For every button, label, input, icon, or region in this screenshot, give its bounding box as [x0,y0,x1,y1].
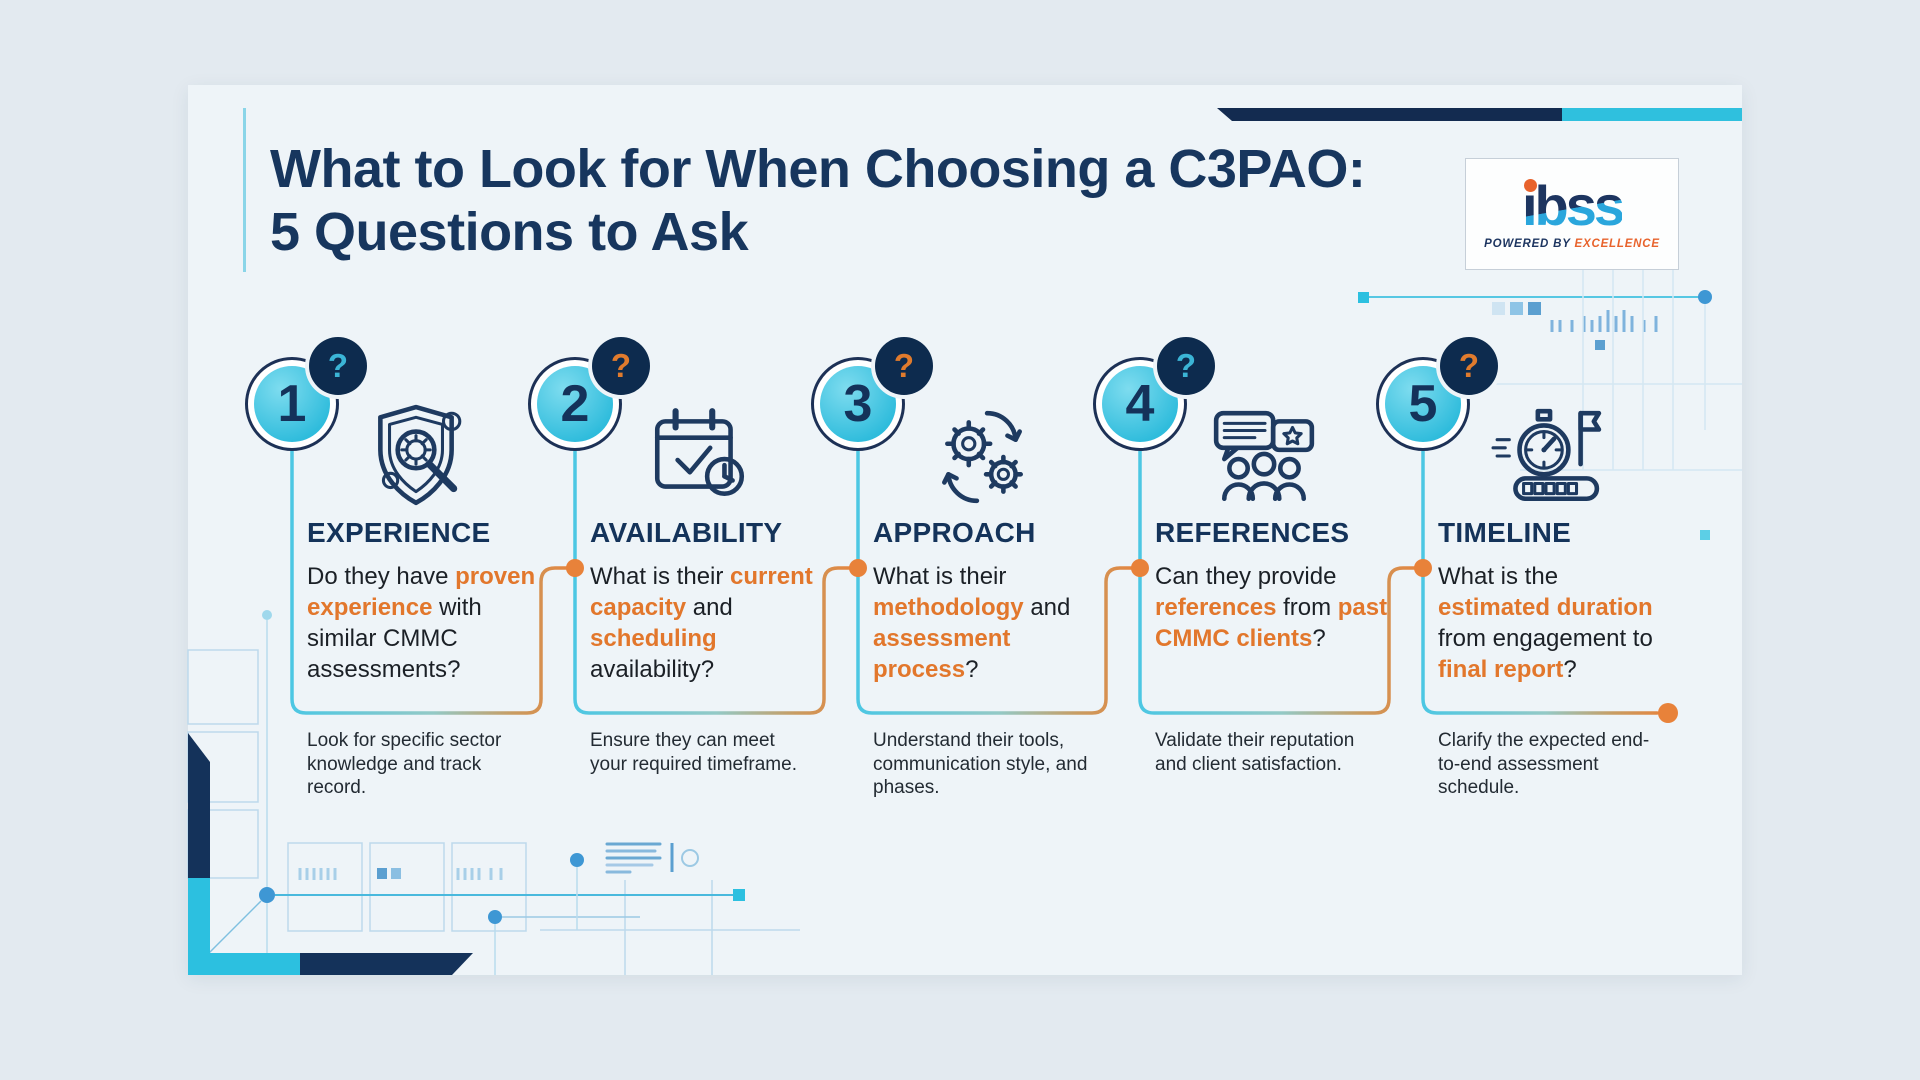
shield-gear-magnifier-icon [357,401,475,513]
page-title-line2: 5 Questions to Ask [270,202,749,262]
step-column-experience: 1 ? EXPERIENCE Do they have proven exper… [245,337,535,837]
gears-process-icon [923,401,1041,513]
logo-brand: ıbss [1522,178,1622,234]
step-question: What is the estimated duration from enga… [1438,563,1653,683]
calendar-check-clock-icon [640,401,758,513]
step-number: 5 [1408,375,1438,433]
title-accent-line [243,108,246,272]
step-question: Do they have proven experience with simi… [307,563,536,683]
page-title-line1: What to Look for When Choosing a C3PAO: [270,139,1366,199]
step-number-circle: 5 [1376,357,1470,451]
step-title: EXPERIENCE [307,517,491,548]
step-title: AVAILABILITY [590,517,783,548]
top-accent-bar-navy [1217,108,1562,121]
step-title: TIMELINE [1438,517,1572,548]
step-column-references: 4 ? REFERENCES Can they provide referenc… [1093,337,1387,837]
testimonials-people-icon [1205,401,1323,513]
step-number: 3 [843,375,873,433]
page-title: What to Look for When Choosing a C3PAO: … [270,138,1470,264]
step-question: Can they provide references from past CM… [1155,563,1388,652]
step-column-availability: 2 ? AVAILABILITY What is their current c… [528,337,813,837]
top-accent-bar-cyan [1562,108,1742,121]
step-number: 2 [560,375,590,433]
question-mark-badge: ? [309,337,367,395]
question-mark-badge: ? [1440,337,1498,395]
step-number: 1 [277,375,307,433]
step-title: REFERENCES [1155,517,1350,548]
step-column-approach: 3 ? APPROACH [811,337,1087,837]
step-note: Ensure they can meet your required timef… [590,730,797,775]
question-mark-badge: ? [1157,337,1215,395]
question-mark-badge: ? [875,337,933,395]
logo-i-dot-icon [1523,179,1537,192]
step-question: What is their current capacity and sched… [590,563,813,683]
step-number: 4 [1125,375,1155,433]
logo-tagline: POWERED BY EXCELLENCE [1484,238,1660,250]
step-question: What is their methodology and assessment… [873,563,1071,683]
logo-brand-text: ıbss [1521,174,1623,237]
step-column-timeline: 5 ? TIMELINE What is [1376,337,1653,837]
step-note: Understand their tools, communication st… [873,730,1088,798]
ibss-logo: ıbss POWERED BY EXCELLENCE [1465,158,1679,270]
stopwatch-flag-icon [1488,401,1606,513]
step-note: Look for specific sector knowledge and t… [307,730,502,798]
step-title: APPROACH [873,517,1036,548]
question-mark-badge: ? [592,337,650,395]
step-note: Validate their reputation and client sat… [1155,730,1355,775]
step-note: Clarify the expected end-to-end assessme… [1438,730,1650,798]
